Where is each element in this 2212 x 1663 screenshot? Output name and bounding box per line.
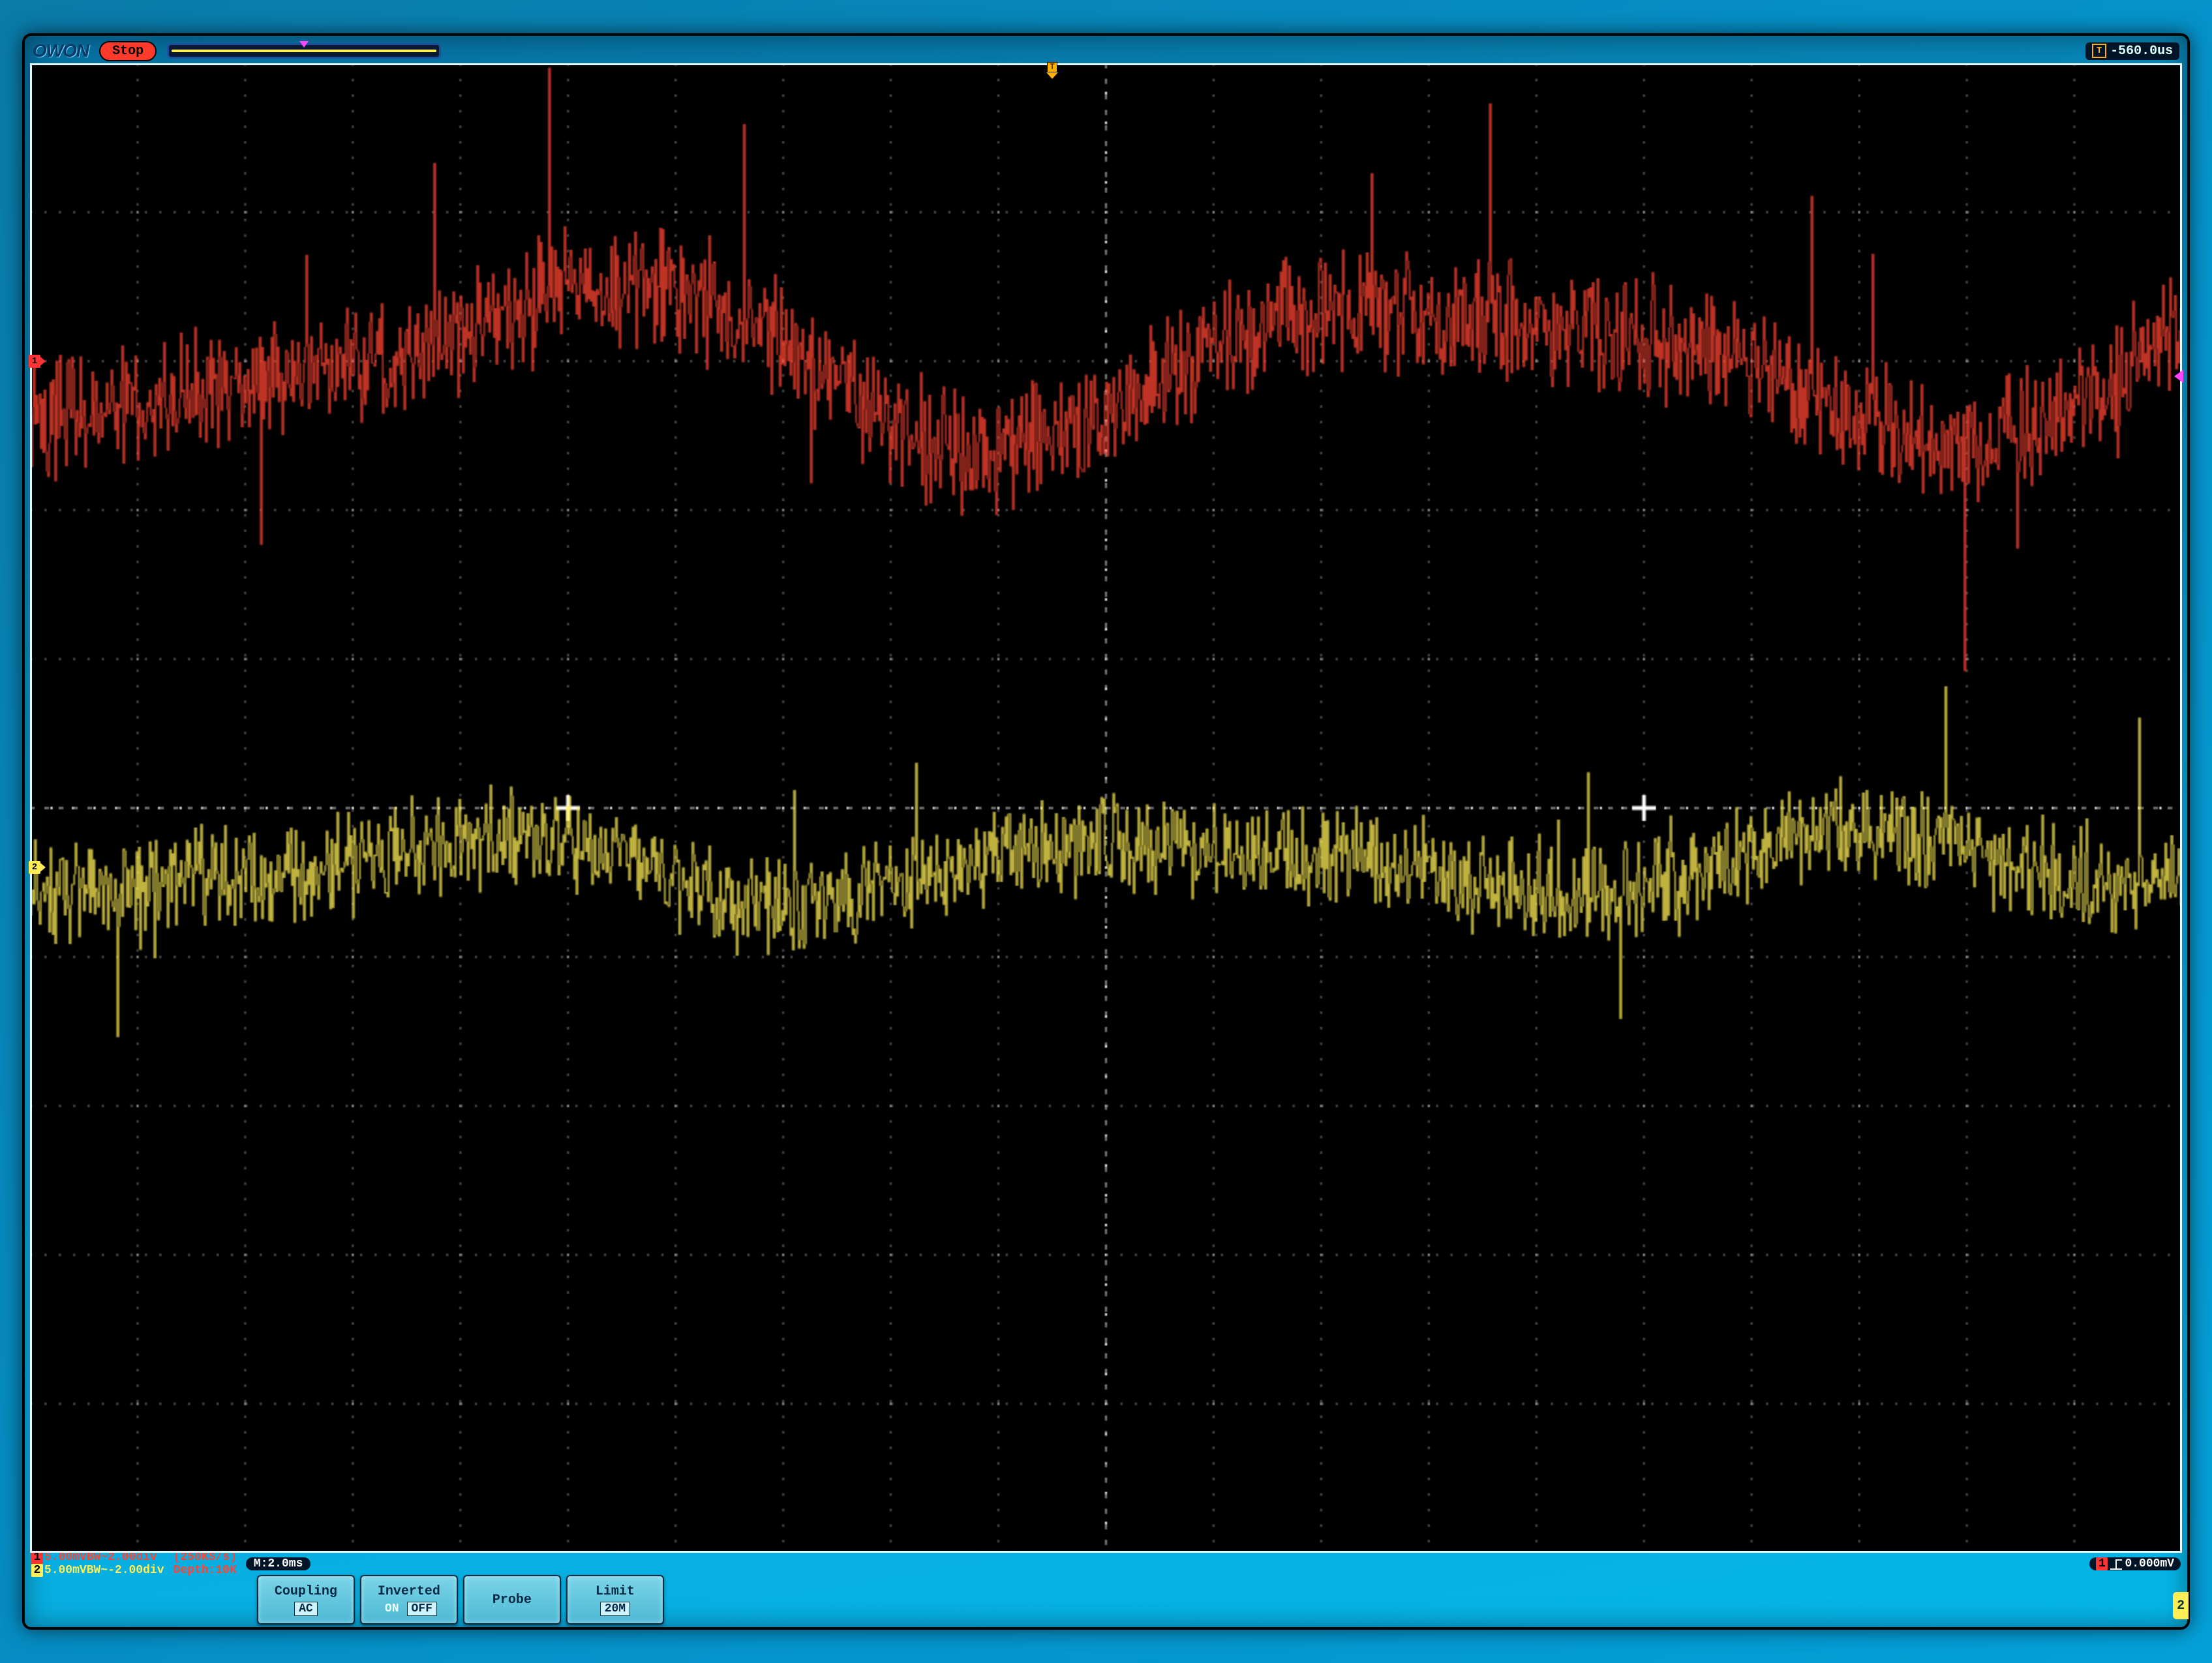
softkey-value-row: ON OFF — [381, 1602, 437, 1616]
softkey-title: Probe — [492, 1593, 532, 1608]
rising-edge-icon — [2110, 1558, 2122, 1570]
softkey-probe[interactable]: Probe — [463, 1575, 561, 1625]
active-channel-side-badge[interactable]: 2 — [2173, 1592, 2189, 1619]
ch1-marker-label: 1 — [29, 355, 40, 368]
softkey-value-row: AC — [294, 1602, 318, 1616]
softkey-menu: Coupling AC Inverted ON OFF Probe Limit 20M — [29, 1574, 2183, 1625]
trigger-time-readout: T -560.0us — [2085, 42, 2179, 60]
softkey-limit[interactable]: Limit 20M — [566, 1575, 664, 1625]
softkey-value: OFF — [407, 1602, 437, 1616]
ch2-ground-marker[interactable]: 2 — [29, 860, 44, 875]
status-bar: 1 5.00mVBW~2.00div 2 5.00mVBW~-2.00div (… — [29, 1554, 2183, 1574]
ch2-marker-label: 2 — [29, 861, 40, 874]
trigger-time-icon: T — [2092, 44, 2106, 58]
ch1-status: 1 5.00mVBW~2.00div — [31, 1551, 164, 1564]
softkey-value: 20M — [600, 1602, 630, 1616]
softkey-coupling[interactable]: Coupling AC — [257, 1575, 355, 1625]
softkey-value: AC — [294, 1602, 318, 1616]
trigger-status: 1 0.000mV — [2089, 1557, 2181, 1570]
softkey-inverted[interactable]: Inverted ON OFF — [360, 1575, 458, 1625]
trigger-position-label: T — [1047, 62, 1057, 72]
horizontal-position-bar[interactable] — [167, 43, 441, 59]
timebase-readout: M:2.0ms — [246, 1557, 311, 1570]
run-stop-button[interactable]: Stop — [99, 41, 157, 61]
hscroll-trigger-marker-icon — [299, 41, 309, 48]
waveform-display[interactable]: T 1 2 — [30, 63, 2182, 1553]
trigger-time-value: -560.0us — [2110, 44, 2173, 59]
ch1-status-num: 1 — [31, 1551, 43, 1564]
sample-rate-readout: (250KS/s) — [174, 1551, 237, 1564]
hscroll-track — [172, 50, 436, 52]
trigger-level-marker-icon[interactable] — [2174, 370, 2183, 383]
trigger-channel-badge: 1 — [2096, 1557, 2108, 1570]
softkey-value-row: 20M — [600, 1602, 630, 1616]
ch1-ground-marker[interactable]: 1 — [29, 353, 44, 369]
ch1-status-text: 5.00mVBW~2.00div — [44, 1551, 157, 1564]
waveform-canvas — [30, 63, 2182, 1553]
oscilloscope-screen: OWON Stop T -560.0us T 1 2 — [22, 33, 2190, 1630]
softkey-value: ON — [381, 1602, 403, 1615]
menu-left-spacer — [31, 1575, 253, 1625]
softkey-title: Inverted — [378, 1584, 440, 1599]
softkey-title: Coupling — [275, 1584, 337, 1599]
trigger-level-readout: 0.000mV — [2125, 1557, 2174, 1570]
top-bar: OWON Stop T -560.0us — [29, 40, 2183, 62]
brand-logo: OWON — [33, 40, 89, 61]
trigger-position-marker-icon: T — [1046, 62, 1058, 79]
softkey-title: Limit — [596, 1584, 635, 1599]
